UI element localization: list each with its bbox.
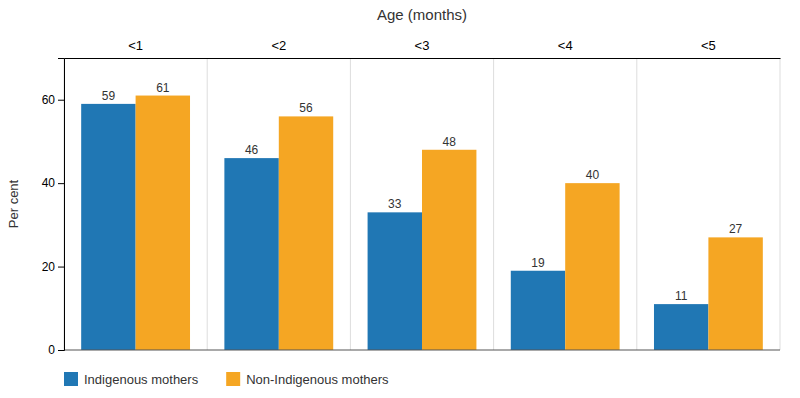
legend-swatch	[226, 372, 240, 386]
legend-swatch	[64, 372, 78, 386]
bar	[654, 304, 708, 350]
data-label: 33	[388, 197, 402, 211]
y-axis-line	[58, 59, 65, 351]
y-tick: 40	[42, 176, 64, 190]
legend: Indigenous mothers Non-Indigenous mothers	[64, 372, 389, 387]
x-axis: <1 <2 <3 <4 <5	[65, 38, 781, 59]
x-tick: <3	[415, 38, 430, 53]
legend-item: Indigenous mothers	[64, 372, 199, 387]
x-tick: <4	[558, 38, 573, 53]
bar	[565, 183, 619, 350]
x-tick-label: <2	[271, 38, 286, 53]
divider	[207, 58, 208, 350]
dividers	[64, 58, 780, 350]
y-tick: 0	[48, 343, 64, 357]
bar	[81, 104, 135, 350]
bar	[708, 237, 762, 350]
chart: 59 46 33 19 11 61 56 48 40 27 <1 <2 <3 <4 <5 0 20 40 60 Age…	[0, 0, 800, 398]
y-tick-label: 40	[42, 176, 56, 190]
y-tick: 20	[42, 260, 64, 274]
bar	[224, 158, 278, 350]
plot: 59 46 33 19 11 61 56 48 40 27 <1 <2 <3 <4 <5 0 20 40 60	[42, 38, 781, 357]
x-tick-label: <5	[701, 38, 716, 53]
x-axis-title: Age (months)	[377, 6, 467, 23]
data-label: 19	[531, 256, 545, 270]
x-tick-label: <3	[415, 38, 430, 53]
y-tick: 60	[42, 93, 64, 107]
x-tick-label: <1	[128, 38, 143, 53]
y-tick-label: 60	[42, 93, 56, 107]
data-label: 59	[102, 89, 116, 103]
bar	[136, 96, 190, 350]
legend-label: Indigenous mothers	[84, 372, 199, 387]
divider	[636, 58, 637, 350]
y-tick-mark	[58, 267, 64, 268]
data-label: 56	[299, 101, 313, 115]
x-tick-label: <4	[558, 38, 573, 53]
y-tick-mark	[58, 350, 64, 351]
legend-item: Non-Indigenous mothers	[226, 372, 389, 387]
data-label: 40	[586, 168, 600, 182]
bars	[81, 96, 763, 350]
bar	[279, 116, 333, 350]
y-tick-mark	[58, 100, 64, 101]
divider	[780, 58, 781, 350]
data-label: 27	[729, 222, 743, 236]
x-tick: <2	[271, 38, 286, 53]
data-label: 48	[443, 135, 457, 149]
baseline	[64, 350, 780, 351]
x-tick: <1	[128, 38, 143, 53]
data-label: 61	[156, 81, 170, 95]
legend-label: Non-Indigenous mothers	[246, 372, 389, 387]
data-labels: 59 46 33 19 11 61 56 48 40 27	[102, 81, 743, 304]
x-tick: <5	[701, 38, 716, 53]
divider	[350, 58, 351, 350]
bar	[422, 150, 476, 350]
y-tick-label: 20	[42, 260, 56, 274]
divider	[493, 58, 494, 350]
data-label: 46	[245, 143, 259, 157]
bar	[368, 212, 422, 350]
y-axis: 0 20 40 60	[42, 59, 65, 358]
x-axis-line	[65, 58, 781, 59]
bar	[511, 271, 565, 350]
y-axis-title: Per cent	[6, 179, 21, 228]
y-tick-mark	[58, 183, 64, 184]
data-label: 11	[675, 289, 688, 303]
y-tick-label: 0	[48, 343, 55, 357]
